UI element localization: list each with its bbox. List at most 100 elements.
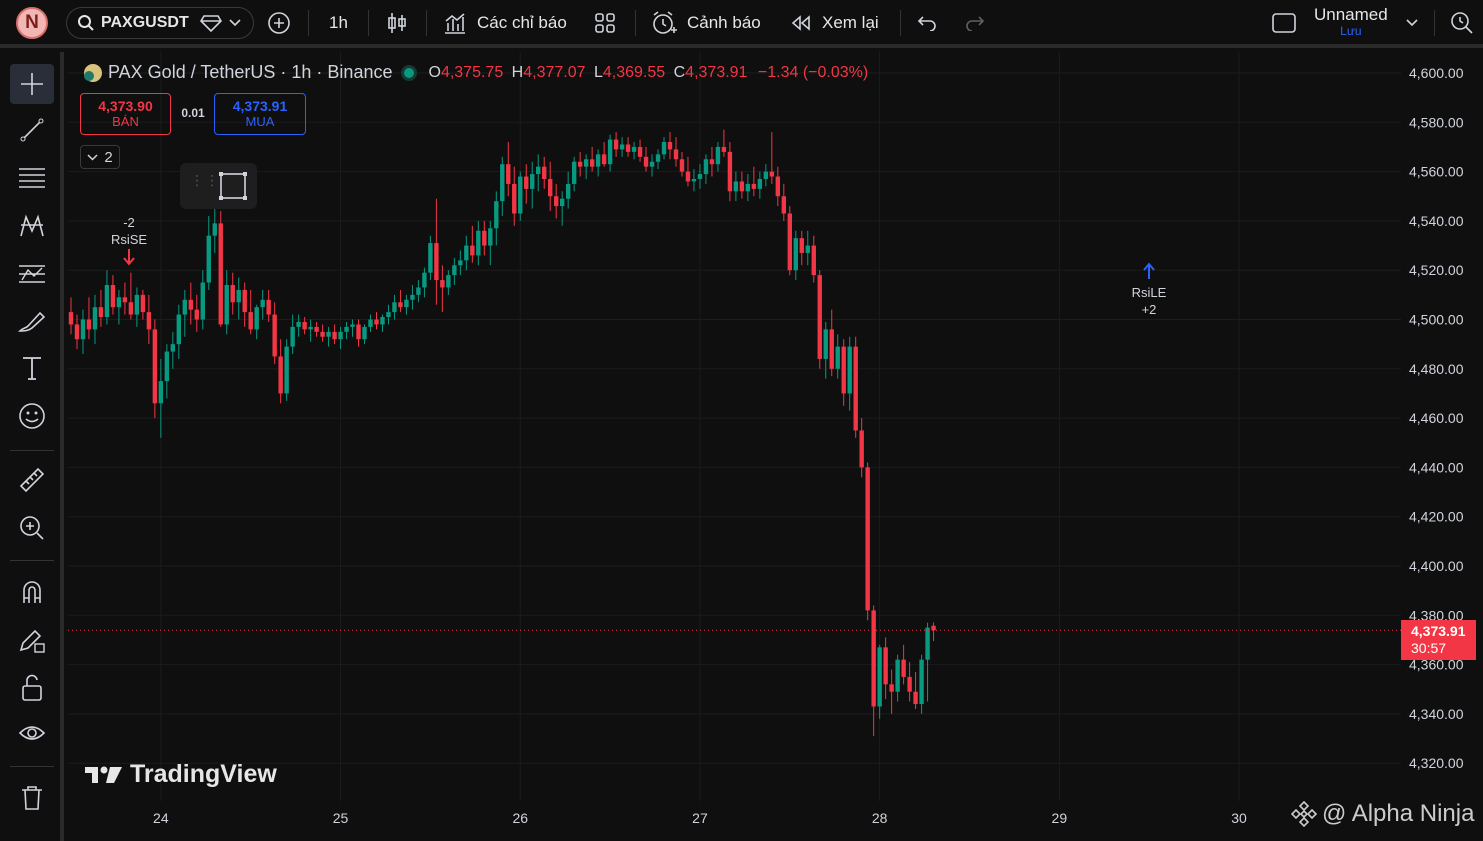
candle-body (254, 307, 259, 330)
candle-body (464, 245, 469, 261)
candle-body (530, 174, 535, 189)
candle-body (290, 326, 295, 347)
buy-button[interactable]: 4,373.91 MUA (214, 93, 306, 135)
candle-body (625, 144, 631, 152)
ohlc-values: O4,375.75 H4,377.07 L4,369.55 C4,373.91 … (428, 64, 868, 82)
emoji-tool[interactable] (10, 396, 54, 436)
buy-price: 4,373.91 (232, 98, 288, 114)
candle-body (446, 275, 451, 288)
candle-body (691, 178, 697, 182)
time-tick-label: 26 (512, 810, 528, 826)
rectangle-select-icon[interactable] (218, 171, 248, 201)
time-tick-label: 25 (333, 810, 349, 826)
fullscreen-checkbox[interactable] (1271, 0, 1297, 46)
price-tick-label: 4,460.00 (1409, 410, 1464, 426)
pattern-tool[interactable] (10, 206, 54, 246)
candle-body (512, 183, 517, 214)
unlock-icon (22, 674, 42, 701)
candle-body (619, 144, 625, 150)
horizontal-lines-icon (19, 168, 45, 188)
pattern-icon (20, 214, 44, 237)
symbol-label: PAXGUSDT (101, 14, 189, 31)
hide-drawings-tool[interactable] (10, 714, 54, 754)
drag-handle-icon[interactable]: ⋮⋮ (190, 172, 220, 188)
layout-menu-chevron-icon[interactable] (1406, 0, 1418, 46)
trend-line-icon (20, 118, 44, 142)
trash-icon (22, 786, 42, 810)
high-label: H (511, 63, 524, 81)
keep-drawing-tool[interactable] (10, 620, 54, 660)
interval-button[interactable]: 1h (329, 13, 348, 32)
chart-pane[interactable] (68, 52, 1401, 801)
candle-body (889, 684, 894, 692)
candle-body (182, 299, 188, 315)
symbol-search-button[interactable]: PAXGUSDT (66, 7, 254, 39)
layouts-button[interactable] (594, 0, 616, 46)
candlestick-chart (68, 52, 1401, 801)
time-tick-label: 29 (1052, 810, 1068, 826)
candle-body (931, 625, 936, 631)
fib-tool[interactable] (10, 158, 54, 198)
candle-body (781, 196, 787, 214)
replay-label: Xem lại (822, 13, 879, 32)
trend-line-tool[interactable] (10, 110, 54, 150)
candle-body (775, 176, 781, 197)
undo-button[interactable] (917, 0, 937, 46)
candle-body (374, 319, 379, 325)
compare-symbol-button[interactable] (267, 0, 291, 46)
buy-label: MUA (245, 114, 275, 129)
candle-body (757, 178, 763, 189)
candle-body (835, 346, 840, 369)
alerts-button[interactable]: Cảnh báo (651, 0, 761, 46)
market-status-dot (404, 67, 415, 78)
sell-button[interactable]: 4,373.90 BÁN (80, 93, 171, 135)
price-tick-label: 4,360.00 (1409, 657, 1464, 673)
alerts-label: Cảnh báo (687, 13, 761, 32)
credit-watermark: @ Alpha Ninja (1290, 800, 1474, 828)
smiley-icon (19, 403, 45, 429)
drawing-toolbar (0, 52, 64, 841)
brush-tool[interactable] (10, 302, 54, 342)
redo-button[interactable] (965, 0, 985, 46)
replay-button[interactable]: Xem lại (790, 0, 879, 46)
forecast-tool[interactable] (10, 254, 54, 294)
text-tool[interactable] (10, 348, 54, 388)
candle-body (494, 201, 499, 229)
layout-name-button[interactable]: Unnamed Lưu (1314, 0, 1388, 46)
candles-chart-type-button[interactable] (386, 0, 408, 46)
floating-drawing-widget[interactable]: ⋮⋮ (180, 163, 257, 209)
candle-body (128, 302, 134, 315)
candles-icon (388, 13, 406, 33)
indicators-button[interactable]: Các chỉ báo (443, 0, 567, 46)
collapse-indicators-button[interactable]: 2 (80, 145, 120, 169)
quick-search-button[interactable] (1450, 0, 1474, 46)
grid-icon (595, 13, 615, 33)
candle-body (212, 223, 217, 236)
sell-price: 4,373.90 (98, 98, 153, 114)
price-tick-label: 4,320.00 (1409, 755, 1464, 771)
candle-body (727, 151, 733, 192)
zoom-tool[interactable] (10, 508, 54, 548)
candle-body (272, 314, 277, 357)
candle-body (278, 356, 283, 394)
crosshair-tool[interactable] (10, 64, 54, 104)
chart-title[interactable]: PAX Gold / TetherUS · 1h · Binance (108, 62, 393, 82)
diamond-icon[interactable] (200, 0, 222, 46)
indicator-count: 2 (104, 148, 113, 166)
time-axis[interactable]: 24 25 26 27 28 29 30 (68, 801, 1401, 841)
chevron-down-icon[interactable] (229, 0, 241, 46)
candle-body (901, 659, 906, 677)
user-avatar[interactable]: N (16, 7, 48, 39)
price-axis[interactable]: 4,600.00 4,580.00 4,560.00 4,540.00 4,520.00… (1401, 52, 1483, 841)
candle-body (116, 297, 122, 308)
remove-drawings-tool[interactable] (10, 778, 54, 818)
price-tick-label: 4,420.00 (1409, 509, 1464, 525)
magnet-tool[interactable] (10, 572, 54, 612)
measure-tool[interactable] (10, 460, 54, 500)
price-tick-label: 4,380.00 (1409, 607, 1464, 623)
candle-body (787, 213, 792, 271)
candle-body (422, 272, 427, 288)
candle-body (434, 243, 439, 281)
signal-bottom-label: RsiSE (110, 232, 148, 247)
lock-drawings-tool[interactable] (10, 668, 54, 708)
